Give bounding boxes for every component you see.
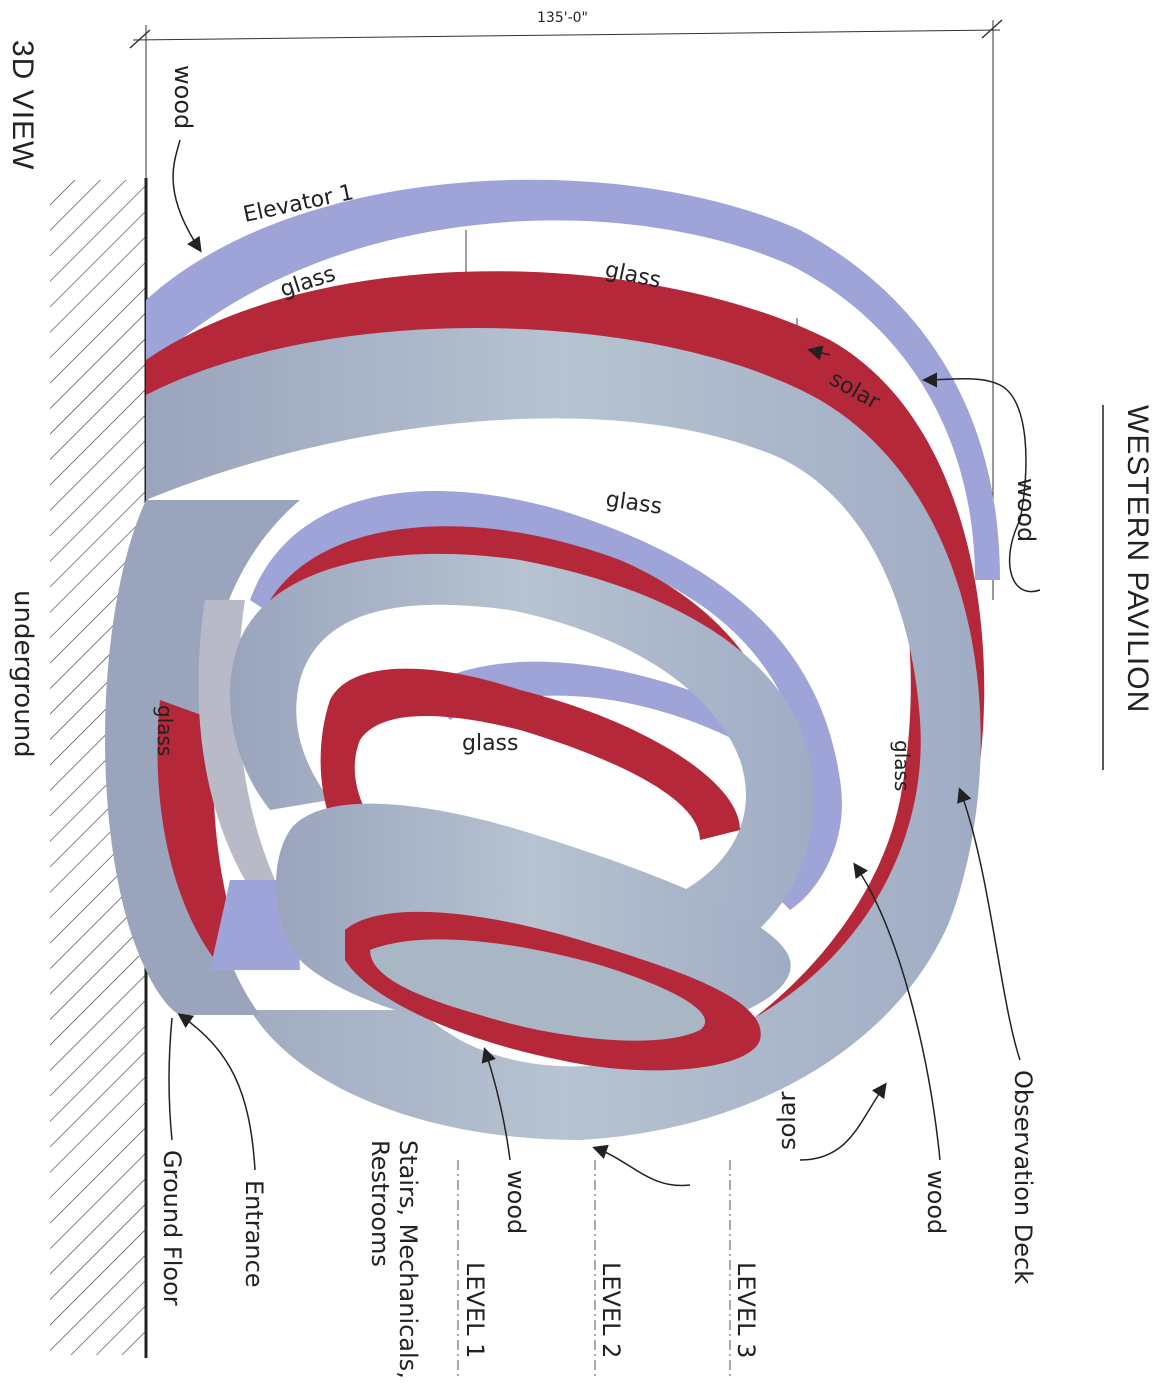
outer-solar-ring [146,328,981,1140]
glass-label-4: glass [462,731,518,756]
outer-red-ring [146,271,985,1090]
wood-label-level: wood [502,1170,530,1234]
wood-label-right-lower: wood [922,1170,950,1234]
dimension-label: 135'-0" [537,10,588,26]
left-red-inner [157,700,245,960]
middle-solar-ring [230,553,814,998]
view-label: 3D VIEW [6,40,39,170]
restrooms-label: Restrooms [366,1140,394,1267]
inner-grey-core [370,939,706,1041]
middle-glass-band [250,490,842,910]
glass-label-6: glass [890,740,914,791]
glass-label-3: glass [604,487,663,520]
page-title: WESTERN PAVILION [1121,405,1154,713]
entrance-label: Entrance [240,1180,268,1288]
ground-floor-label: Ground Floor [158,1150,186,1306]
glass-label-5: glass [153,705,177,756]
wood-label-right: wood [1012,478,1040,542]
underground-label: underground [8,590,38,758]
stairs-label: Stairs, Mechanicals, [394,1140,422,1379]
observation-deck-label: Observation Deck [1009,1070,1037,1284]
level-1-label: LEVEL 1 [461,1262,489,1358]
left-lower-ring [105,500,301,1015]
wood-label-top: wood [169,65,197,129]
inner-glass-band [420,661,760,745]
level-3-label: LEVEL 3 [732,1262,760,1358]
level-2-label: LEVEL 2 [597,1262,625,1358]
solar-label-lower: solar [773,1091,801,1150]
dimension-line [132,29,1001,41]
